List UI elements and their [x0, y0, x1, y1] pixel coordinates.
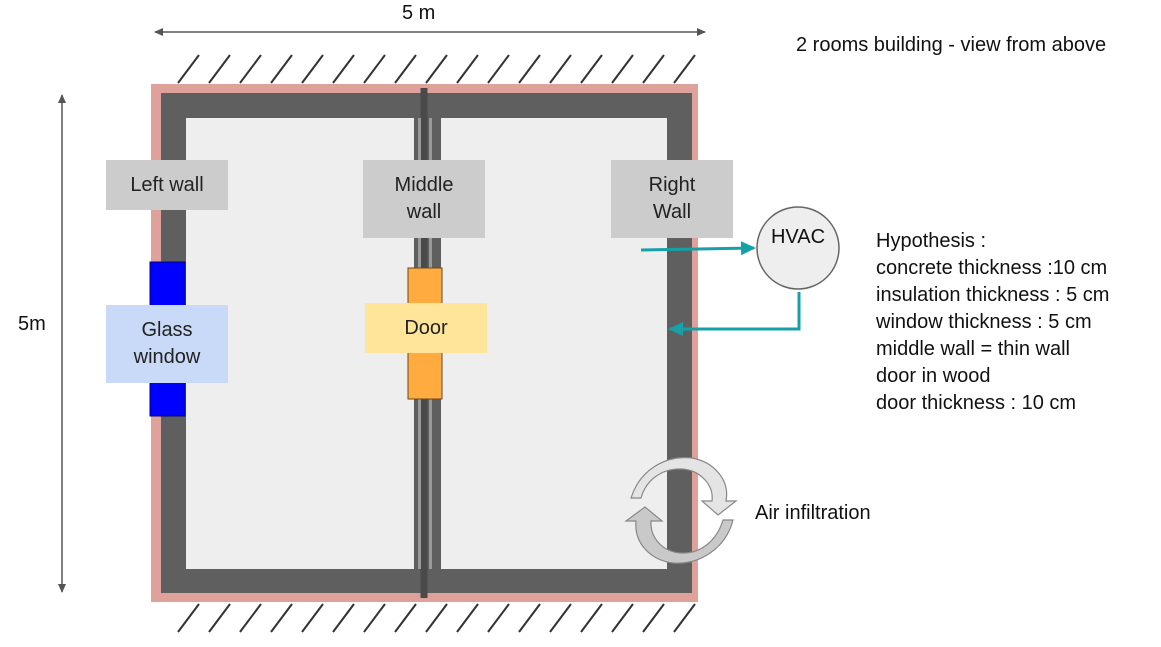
hatch-mark: [487, 54, 510, 84]
hatch-mark: [394, 54, 417, 84]
hatch-mark: [580, 603, 603, 633]
hatch-mark: [239, 54, 262, 84]
hatch-mark: [363, 603, 386, 633]
hatch-mark: [239, 603, 262, 633]
hatch-mark: [332, 54, 355, 84]
hatch-mark: [425, 603, 448, 633]
hatch-mark: [177, 54, 200, 84]
diagram-title: 2 rooms building - view from above: [796, 34, 1107, 56]
hatch-mark: [456, 54, 479, 84]
hatch-mark: [518, 603, 541, 633]
door-label: Door: [365, 303, 487, 353]
hvac-outlet-arrow: [668, 292, 801, 336]
hypothesis-item: middle wall = thin wall: [876, 338, 1070, 360]
left-wall-label: Left wall: [106, 160, 228, 210]
hatch-mark: [549, 54, 572, 84]
hatch-mark: [270, 603, 293, 633]
hatch-mark: [487, 603, 510, 633]
hvac-inlet-arrow: [640, 241, 756, 256]
middle-wall-label-line-2: wall: [406, 201, 442, 223]
height-dimension-label: 5m: [18, 313, 46, 335]
right-wall-label: Right Wall: [611, 160, 733, 238]
hatch-mark: [611, 54, 634, 84]
hypothesis-item: door in wood: [876, 365, 991, 387]
hatch-mark: [642, 54, 665, 84]
hatch-mark: [177, 603, 200, 633]
hatch-mark: [208, 603, 231, 633]
hatch-mark: [394, 603, 417, 633]
hatch-mark: [301, 603, 324, 633]
left-wall-label-text: Left wall: [130, 173, 204, 196]
circular-arrows-icon: [624, 457, 738, 564]
hypothesis-item: insulation thickness : 5 cm: [876, 284, 1110, 306]
hypothesis-block: Hypothesis : concrete thickness :10 cm i…: [876, 228, 1109, 417]
middle-wall-label: Middle wall: [363, 160, 485, 238]
hatch-mark: [518, 54, 541, 84]
hatch-mark: [580, 54, 603, 84]
hypothesis-item: concrete thickness :10 cm: [876, 257, 1108, 279]
hatch-mark: [332, 603, 355, 633]
door-label-text: Door: [404, 316, 448, 339]
hatch-mark: [549, 603, 572, 633]
width-dimension-label: 5 m: [402, 2, 436, 24]
hatch-mark: [611, 603, 634, 633]
glass-window-label: Glass window: [106, 305, 228, 383]
middle-wall-label-line-1: Middle: [394, 174, 454, 196]
hypothesis-heading: Hypothesis :: [876, 230, 987, 252]
hatch-mark: [673, 54, 696, 84]
air-infiltration-label: Air infiltration: [755, 502, 871, 524]
hatch-mark: [363, 54, 386, 84]
hvac-unit: [756, 206, 840, 290]
glass-window-label-line-1: Glass: [141, 319, 193, 341]
ground-hatching-icon: [177, 603, 696, 633]
hatch-mark: [270, 54, 293, 84]
hypothesis-item: door thickness : 10 cm: [876, 392, 1077, 414]
hatch-mark: [301, 54, 324, 84]
hatch-mark: [642, 603, 665, 633]
ground-hatching-icon: [177, 54, 696, 84]
hatch-mark: [673, 603, 696, 633]
right-wall-label-line-1: Right: [648, 174, 696, 196]
hatch-mark: [208, 54, 231, 84]
hvac-label: HVAC: [771, 226, 825, 248]
hypothesis-item: window thickness : 5 cm: [876, 311, 1092, 333]
hatch-mark: [456, 603, 479, 633]
glass-window-label-line-2: window: [133, 346, 201, 368]
hatch-mark: [425, 54, 448, 84]
right-wall-label-line-2: Wall: [652, 201, 692, 223]
